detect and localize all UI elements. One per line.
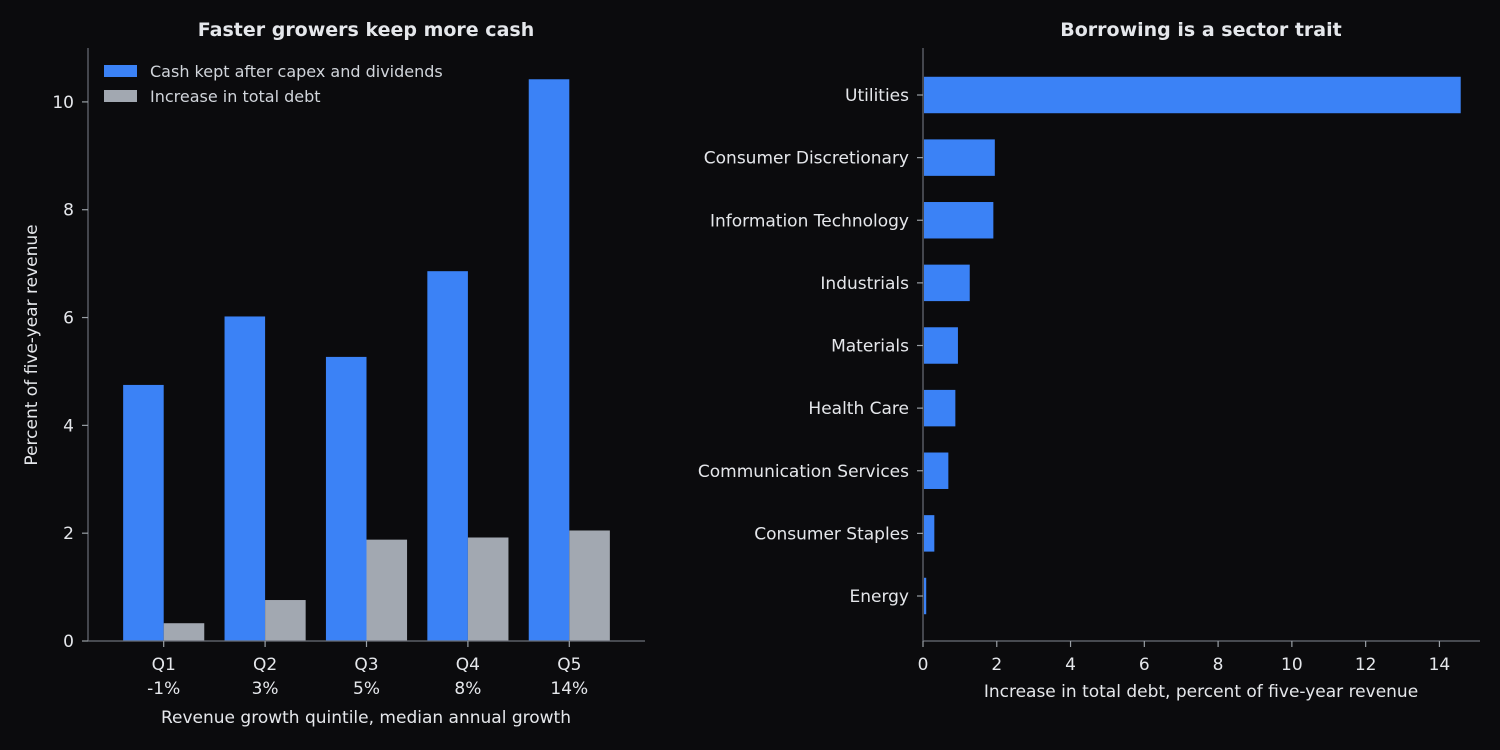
left-x-ticks: Q1 -1% Q2 3% Q3 5% Q4 8% Q5 14%	[147, 641, 588, 699]
sector-label-communication-services: Communication Services	[698, 462, 909, 482]
cash-bar-q1	[123, 384, 164, 641]
left-x-tick-label-q1: Q1	[152, 655, 176, 675]
left-x-tick-label-q3: Q3	[354, 655, 378, 675]
left-y-tick-label: 4	[63, 416, 74, 436]
cash-bar-q4	[427, 271, 468, 641]
legend-swatch-debt	[104, 90, 137, 102]
sector-label-consumer-discretionary: Consumer Discretionary	[704, 149, 909, 169]
cash-bar-q2	[224, 316, 266, 641]
left-x-tick-sublabel-q3: 5%	[353, 679, 380, 699]
left-x-tick-sublabel-q5: 14%	[550, 679, 588, 699]
left-x-tick-label-q4: Q4	[456, 655, 480, 675]
right-x-tick-label: 2	[991, 655, 1002, 675]
left-chart-title: Faster growers keep more cash	[198, 19, 534, 41]
cash-bar-q5	[528, 79, 570, 641]
legend-label-debt: Increase in total debt	[150, 87, 321, 106]
sector-label-information-technology: Information Technology	[710, 211, 909, 231]
cash-bar-q3	[325, 356, 367, 641]
left-x-tick-sublabel-q4: 8%	[454, 679, 481, 699]
left-y-axis-label: Percent of five-year revenue	[22, 224, 42, 465]
sector-label-health-care: Health Care	[808, 399, 909, 419]
right-x-ticks: 0 2 4 6 8 10 12 14	[918, 641, 1451, 675]
sector-bar-information-technology	[924, 202, 994, 239]
right-x-tick-label: 6	[1139, 655, 1150, 675]
right-x-tick-label: 14	[1429, 655, 1451, 675]
left-x-tick-sublabel-q1: -1%	[147, 679, 180, 699]
sector-bar-industrials	[924, 264, 970, 302]
sector-bar-health-care	[924, 389, 956, 427]
debt-bar-q1	[163, 623, 205, 641]
sector-bar-materials	[924, 327, 958, 364]
legend: Cash kept after capex and dividends Incr…	[104, 62, 443, 106]
sector-label-materials: Materials	[831, 337, 909, 357]
left-y-tick-label: 6	[63, 309, 74, 329]
left-y-ticks: 0 2 4 6 8 10	[52, 93, 88, 652]
sector-label-industrials: Industrials	[820, 274, 909, 294]
left-x-tick-sublabel-q2: 3%	[252, 679, 279, 699]
debt-bar-q3	[366, 539, 408, 641]
right-bars-group	[924, 76, 1461, 615]
legend-swatch-cash	[104, 65, 137, 77]
legend-label-cash: Cash kept after capex and dividends	[150, 62, 443, 81]
debt-bar-q4	[467, 537, 509, 641]
right-chart-title: Borrowing is a sector trait	[1060, 19, 1341, 41]
debt-bar-q5	[569, 530, 610, 641]
sector-bar-utilities	[924, 76, 1461, 114]
left-y-tick-label: 10	[52, 93, 74, 113]
sector-label-utilities: Utilities	[845, 86, 909, 106]
debt-bar-q2	[265, 600, 306, 641]
sector-bar-consumer-discretionary	[924, 139, 995, 176]
left-y-tick-label: 8	[63, 201, 74, 221]
right-y-ticks: Utilities Consumer Discretionary Informati…	[698, 86, 923, 607]
left-y-tick-label: 2	[63, 524, 74, 544]
right-x-tick-label: 0	[918, 655, 929, 675]
right-x-tick-label: 8	[1213, 655, 1224, 675]
sector-label-consumer-staples: Consumer Staples	[754, 524, 909, 544]
right-x-axis-label: Increase in total debt, percent of five-…	[984, 682, 1418, 702]
right-x-tick-label: 4	[1065, 655, 1076, 675]
sector-label-energy: Energy	[849, 587, 909, 607]
right-chart-panel: Borrowing is a sector trait 0 2 4 6 8 10 12 14 …	[698, 19, 1480, 702]
left-chart-panel: Faster growers keep more cash 0 2 4 6 8 10 Q1…	[22, 19, 645, 728]
sector-bar-communication-services	[924, 452, 949, 489]
left-bars-group	[123, 79, 610, 641]
right-x-tick-label: 12	[1355, 655, 1377, 675]
left-y-tick-label: 0	[63, 632, 74, 652]
sector-bar-consumer-staples	[924, 515, 935, 552]
right-x-tick-label: 10	[1281, 655, 1303, 675]
sector-bar-energy	[924, 577, 927, 615]
left-x-tick-label-q5: Q5	[557, 655, 581, 675]
left-x-tick-label-q2: Q2	[253, 655, 277, 675]
left-x-axis-label: Revenue growth quintile, median annual g…	[161, 708, 571, 728]
